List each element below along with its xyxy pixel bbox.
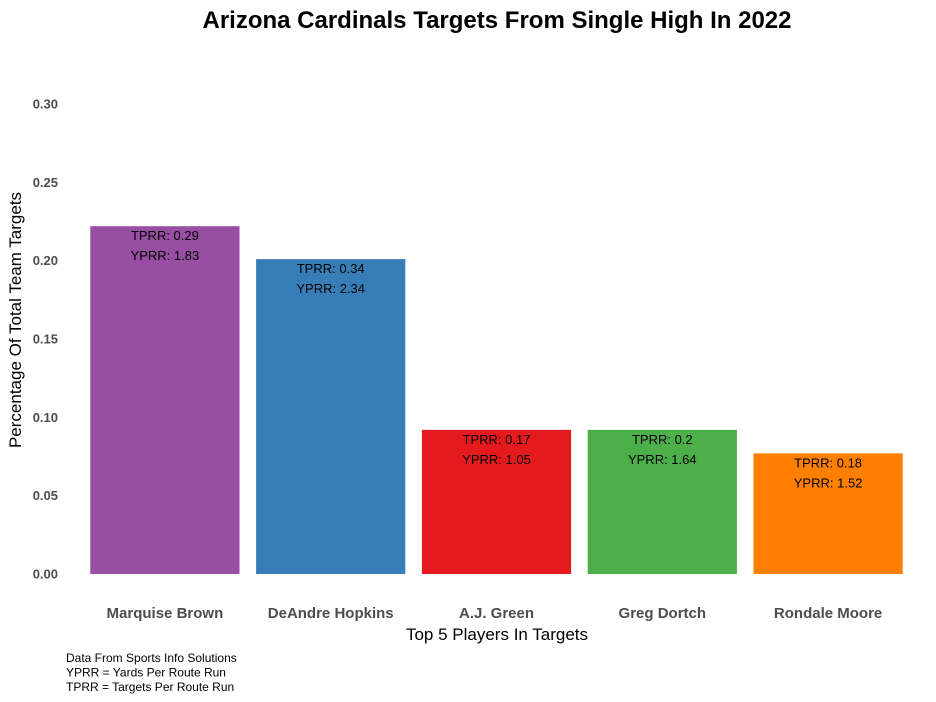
bar-label-yprr: YPRR: 2.34 <box>296 281 365 296</box>
chart-title: Arizona Cardinals Targets From Single Hi… <box>202 7 791 34</box>
x-axis-label: Top 5 Players In Targets <box>406 625 588 644</box>
bar-label-yprr: YPRR: 1.05 <box>462 452 531 467</box>
bar-4 <box>753 453 903 574</box>
x-tick-label: Rondale Moore <box>774 605 882 622</box>
bars <box>90 226 903 574</box>
y-tick-label: 0.20 <box>33 253 58 268</box>
caption-line: Data From Sports Info Solutions <box>66 651 237 665</box>
x-axis-ticks: Marquise Brown DeAndre Hopkins A.J. Green G… <box>107 605 883 622</box>
bar-label-tprr: TPRR: 0.29 <box>131 228 199 243</box>
bar-label-yprr: YPRR: 1.83 <box>131 248 200 263</box>
x-tick-label: Greg Dortch <box>619 605 707 622</box>
y-tick-label: 0.15 <box>33 332 58 347</box>
y-axis-ticks: 0.00 0.05 0.10 0.15 0.20 0.25 0.30 <box>33 97 58 582</box>
caption-line: TPRR = Targets Per Route Run <box>66 680 234 694</box>
bar-2 <box>421 429 572 574</box>
bar-label-yprr: YPRR: 1.52 <box>794 475 863 490</box>
y-axis-label: Percentage Of Total Team Targets <box>6 192 25 448</box>
y-tick-label: 0.05 <box>33 488 58 503</box>
bar-1 <box>256 259 406 574</box>
bar-3 <box>587 429 737 574</box>
bar-label-tprr: TPRR: 0.2 <box>632 432 693 447</box>
caption-line: YPRR = Yards Per Route Run <box>66 666 226 680</box>
bar-label-yprr: YPRR: 1.64 <box>628 452 697 467</box>
bar-label-tprr: TPRR: 0.18 <box>794 455 862 470</box>
x-tick-label: A.J. Green <box>459 605 534 622</box>
bar-0 <box>90 226 240 574</box>
x-tick-label: Marquise Brown <box>107 605 224 622</box>
y-tick-label: 0.10 <box>33 410 58 425</box>
bar-label-tprr: TPRR: 0.17 <box>463 432 531 447</box>
bar-labels: TPRR: 0.29 YPRR: 1.83 TPRR: 0.34 YPRR: 2.34… <box>131 228 863 490</box>
y-tick-label: 0.30 <box>33 97 58 112</box>
y-tick-label: 0.25 <box>33 175 58 190</box>
y-tick-label: 0.00 <box>33 567 58 582</box>
bar-label-tprr: TPRR: 0.34 <box>297 261 365 276</box>
x-tick-label: DeAndre Hopkins <box>268 605 394 622</box>
